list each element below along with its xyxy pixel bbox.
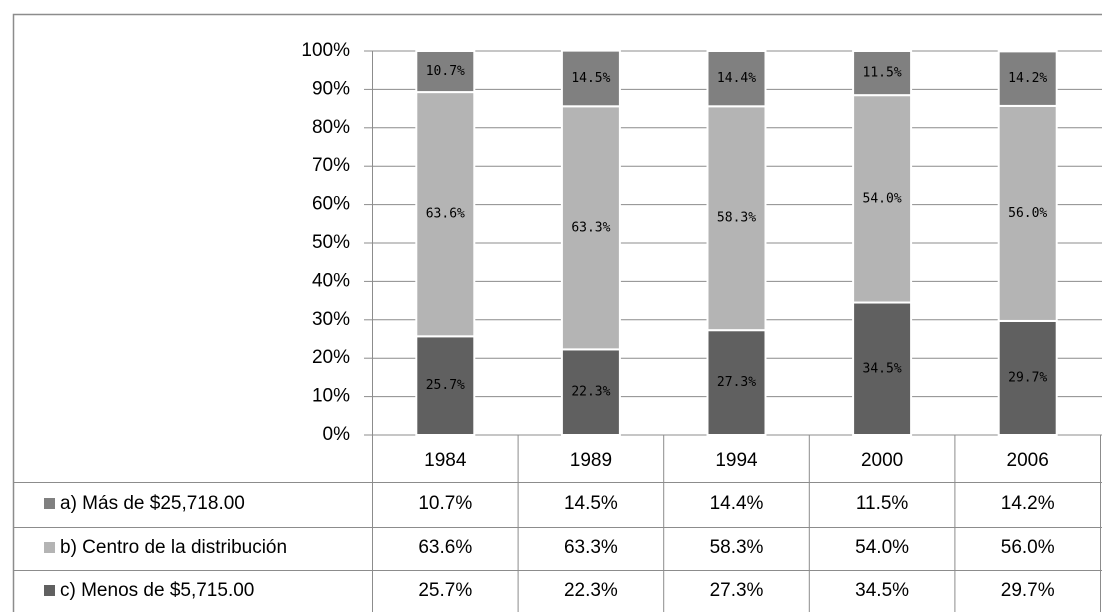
legend-marker [44,585,55,596]
y-tick-label: 90% [312,78,350,99]
data-label: 34.5% [863,361,902,376]
data-label: 58.3% [717,211,756,226]
bar-segment [706,105,767,332]
y-tick-label: 100% [301,40,350,61]
bar-segment [852,50,913,97]
table-cell: 11.5% [856,493,909,514]
bar-segment [415,50,476,94]
table-cell: 27.3% [710,580,764,601]
y-tick-label: 50% [312,232,350,253]
bar-segment [560,49,621,108]
bar-segment [560,348,621,437]
table-cell: 54.0% [855,537,909,558]
data-label: 10.7% [426,64,465,79]
data-label: 27.3% [717,375,756,390]
table-cell: 25.7% [418,580,472,601]
y-tick-label: 60% [312,194,350,215]
table-cell: 63.3% [564,537,618,558]
data-label: 22.3% [571,385,610,400]
y-tick-label: 10% [312,386,350,407]
table-cell: 58.3% [710,537,764,558]
legend-label: a) Más de $25,718.00 [60,493,245,514]
y-tick-label: 40% [312,270,350,291]
data-label: 63.6% [426,207,465,222]
bar-segment [706,50,767,108]
x-tick-label: 1984 [424,450,467,471]
bar-segment [852,94,913,304]
x-tick-label: 2006 [1007,450,1049,471]
table-cell: 56.0% [1001,537,1055,558]
table-cell: 34.5% [855,580,909,601]
y-tick-label: 30% [312,309,350,330]
y-tick-label: 0% [323,424,351,445]
data-label: 11.5% [863,66,902,81]
x-tick-label: 1994 [715,450,758,471]
y-tick-label: 20% [312,347,350,368]
data-label: 14.4% [717,71,756,86]
data-label: 54.0% [863,191,902,206]
data-label: 25.7% [426,378,465,393]
legend-label: b) Centro de la distribución [60,537,287,558]
chart-frame [12,13,1102,612]
bar-segment [997,104,1058,322]
data-label: 63.3% [571,220,610,235]
x-tick-label: 1989 [570,450,612,471]
table-cell: 10.7% [418,493,472,514]
y-tick-label: 70% [312,155,350,176]
table-cell: 14.5% [564,493,618,514]
data-label: 14.2% [1008,71,1047,86]
table-cell: 14.2% [1001,493,1055,514]
data-label: 14.5% [571,71,610,86]
bar-segment [706,329,767,436]
table-cell: 14.4% [710,493,764,514]
bar-segment [997,50,1058,107]
table-cell: 22.3% [564,580,618,601]
x-tick-label: 2000 [861,450,903,471]
bar-segment [997,319,1058,436]
legend-label: c) Menos de $5,715.00 [60,580,254,601]
table-cell: 29.7% [1001,580,1055,601]
y-tick-label: 80% [312,117,350,138]
table-cell: 63.6% [418,537,472,558]
data-label: 29.7% [1008,370,1047,385]
bar-segment [415,91,476,338]
legend-marker [44,542,55,553]
legend-marker [44,498,55,509]
data-label: 56.0% [1008,206,1047,221]
bar-segment [852,301,913,436]
